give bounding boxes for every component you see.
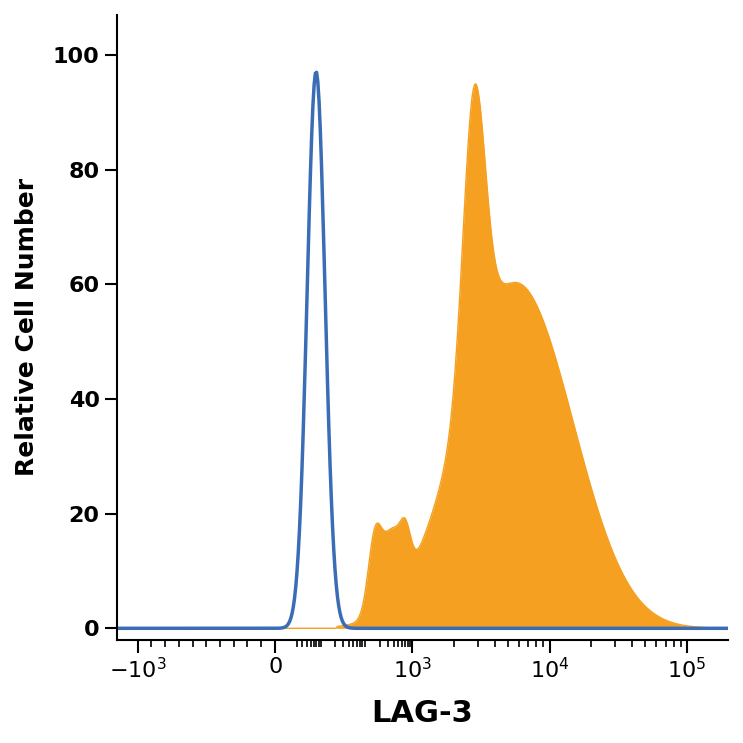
X-axis label: LAG-3: LAG-3	[372, 699, 473, 728]
Y-axis label: Relative Cell Number: Relative Cell Number	[15, 178, 39, 476]
